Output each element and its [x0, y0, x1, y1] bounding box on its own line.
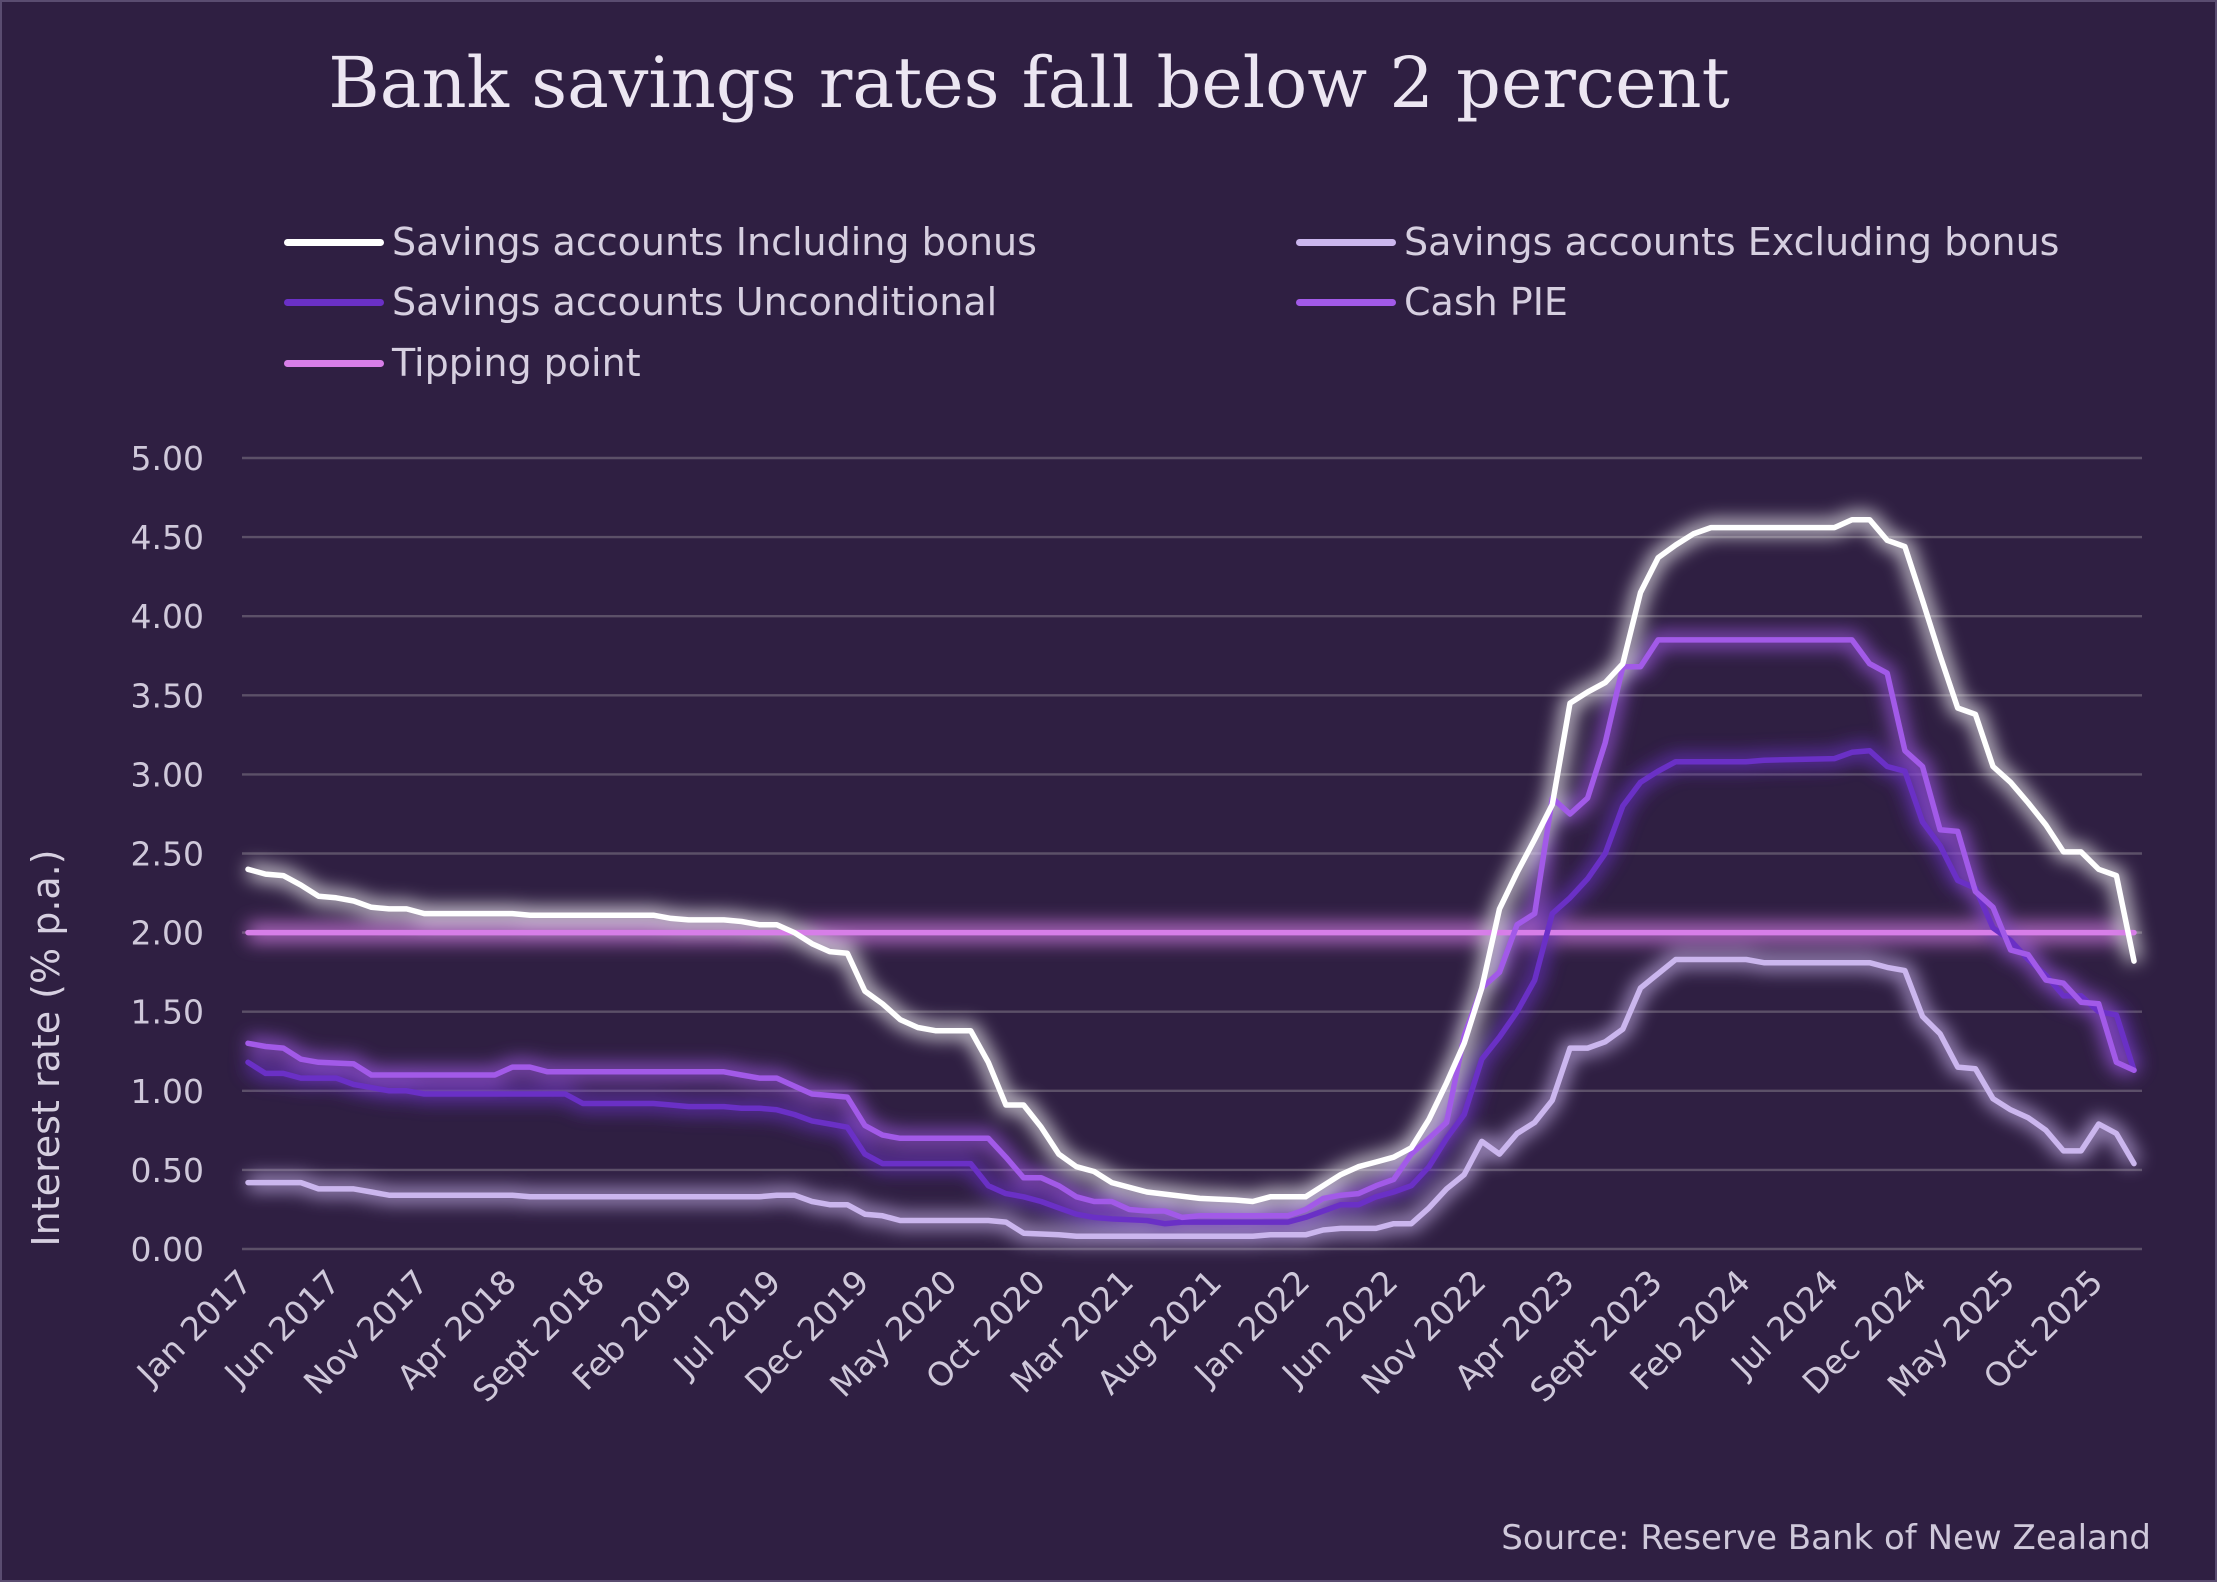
chart-title: Bank savings rates fall below 2 percent	[328, 42, 1730, 124]
legend-item-unconditional: Savings accounts Unconditional	[284, 274, 997, 330]
y-tick-label: 2.00	[131, 914, 204, 953]
series-line-cash-pie	[245, 637, 2137, 1221]
legend: Savings accounts Including bonus Savings…	[284, 214, 2184, 404]
legend-swatch-tipping-point	[284, 359, 384, 367]
y-tick-label: 1.50	[131, 993, 204, 1032]
y-tick-label: 2.50	[131, 835, 204, 874]
series-line-savings-accounts-including-bonus	[245, 516, 2137, 1205]
y-tick-labels: 0.00 0.50 1.00 1.50 2.00 2.50 3.00 3.50 4.00 4.50…	[131, 439, 204, 1269]
y-tick-label: 4.00	[131, 597, 204, 636]
y-tick-label: 3.50	[131, 676, 204, 715]
series-lines	[245, 516, 2137, 1240]
y-tick-label: 0.00	[131, 1230, 204, 1269]
legend-label-tipping-point: Tipping point	[392, 341, 641, 385]
legend-swatch-unconditional	[284, 298, 384, 306]
y-tick-label: 5.00	[131, 439, 204, 478]
legend-item-cash-pie: Cash PIE	[1296, 274, 1568, 330]
legend-label-unconditional: Savings accounts Unconditional	[392, 280, 998, 324]
legend-item-tipping-point: Tipping point	[284, 335, 641, 391]
y-tick-label: 1.00	[131, 1072, 204, 1111]
y-tick-label: 3.00	[131, 755, 204, 794]
y-axis-title: Interest rate (% p.a.)	[24, 849, 68, 1247]
legend-label-including-bonus: Savings accounts Including bonus	[392, 220, 1037, 264]
legend-item-excluding-bonus: Savings accounts Excluding bonus	[1296, 214, 2059, 270]
series-line-savings-accounts-excluding-bonus	[245, 956, 2137, 1240]
legend-swatch-including-bonus	[284, 238, 384, 246]
y-tick-label: 0.50	[131, 1151, 204, 1190]
legend-swatch-excluding-bonus	[1296, 238, 1396, 246]
y-tick-label: 4.50	[131, 518, 204, 557]
legend-swatch-cash-pie	[1296, 298, 1396, 306]
series-glow-savings-accounts-unconditional	[243, 742, 2142, 1232]
series-line-savings-accounts-unconditional	[245, 747, 2137, 1227]
grid-lines	[242, 456, 2142, 1251]
legend-item-including-bonus: Savings accounts Including bonus	[284, 214, 1037, 270]
legend-label-cash-pie: Cash PIE	[1404, 280, 1568, 324]
series-glow	[243, 511, 2142, 1245]
source-note: Source: Reserve Bank of New Zealand	[1501, 1518, 2151, 1558]
legend-label-excluding-bonus: Savings accounts Excluding bonus	[1404, 220, 2060, 264]
